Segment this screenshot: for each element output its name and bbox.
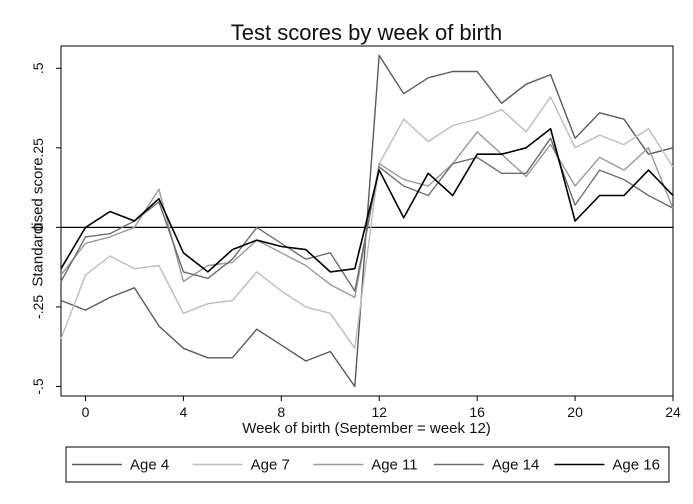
y-tick-label: .5 <box>30 62 46 74</box>
plot-frame <box>60 45 674 397</box>
y-tick-label: -.5 <box>30 378 46 395</box>
y-tick-label: .25 <box>30 138 46 158</box>
legend-label: Age 11 <box>371 457 417 474</box>
legend-label: Age 7 <box>251 457 290 474</box>
x-tick-label: 8 <box>277 404 285 420</box>
legend-label: Age 4 <box>130 457 169 474</box>
x-tick-label: 24 <box>665 404 681 420</box>
x-tick-label: 12 <box>371 404 387 420</box>
x-axis-label: Week of birth (September = week 12) <box>242 420 491 437</box>
x-tick-label: 4 <box>180 404 188 420</box>
y-tick-label: -.25 <box>30 295 46 319</box>
legend-label: Age 16 <box>612 457 660 474</box>
series-line-age-16 <box>60 127 674 273</box>
x-tick-label: 16 <box>469 404 485 420</box>
x-tick-label: 0 <box>82 404 90 420</box>
series-line-age-7 <box>60 96 674 349</box>
series-line-age-14 <box>60 137 674 292</box>
legend-label: Age 14 <box>492 457 540 474</box>
x-tick-label: 20 <box>567 404 583 420</box>
chart-title: Test scores by week of birth <box>230 20 503 45</box>
y-tick-label: 0 <box>30 223 46 231</box>
